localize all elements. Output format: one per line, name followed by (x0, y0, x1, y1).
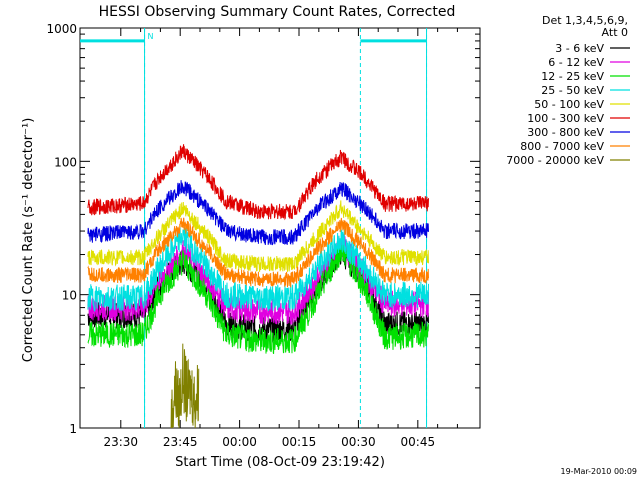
legend-entry-label: 300 - 800 keV (527, 126, 604, 139)
series-line (87, 217, 429, 288)
series-line (87, 239, 429, 355)
y-tick-label: 100 (54, 155, 77, 169)
axes-frame (79, 27, 481, 429)
series-line (87, 200, 429, 272)
y-tick-label: 10 (62, 289, 77, 303)
x-tick-label: 00:15 (282, 435, 317, 449)
y-tick-label: 1 (69, 422, 77, 436)
series-line (87, 226, 429, 312)
plot-area: 1 10 100 1000 23:30 23:45 00:00 00:15 00:30 00:4… (46, 22, 481, 449)
legend-header: Att 0 (602, 26, 628, 39)
legend-entry-label: 3 - 6 keV (555, 42, 604, 55)
legend-entry-label: 6 - 12 keV (548, 56, 604, 69)
legend-header: Det 1,3,4,5,6,9, (542, 14, 628, 27)
y-axis-label: Corrected Count Rate (s⁻¹ detector⁻¹) (21, 118, 36, 363)
x-tick-label: 00:45 (401, 435, 436, 449)
legend-entry-label: 25 - 50 keV (541, 84, 604, 97)
legend-entry-label: 12 - 25 keV (541, 70, 604, 83)
series-line (87, 144, 429, 221)
legend-entry-label: 100 - 300 keV (527, 112, 604, 125)
x-tick-label: 23:45 (163, 435, 198, 449)
x-tick-label: 00:00 (222, 435, 257, 449)
series-line (87, 180, 429, 246)
night-label: N (148, 32, 154, 41)
x-tick-label: 23:30 (103, 435, 138, 449)
x-axis-label: Start Time (08-Oct-09 23:19:42) (175, 455, 385, 470)
y-tick-label: 1000 (46, 22, 77, 36)
x-tick-label: 00:30 (341, 435, 376, 449)
series-line (170, 343, 200, 429)
legend-entry-label: 7000 - 20000 keV (506, 154, 604, 167)
timestamp: 19-Mar-2010 00:09 (561, 467, 638, 476)
legend-entry-label: 50 - 100 keV (534, 98, 604, 111)
chart-title: HESSI Observing Summary Count Rates, Cor… (99, 4, 456, 20)
legend-entry-label: 800 - 7000 keV (520, 140, 604, 153)
